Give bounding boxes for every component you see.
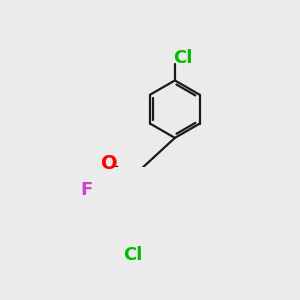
- Text: O: O: [101, 154, 118, 173]
- Text: Cl: Cl: [173, 49, 192, 67]
- Text: F: F: [81, 181, 93, 199]
- Text: Cl: Cl: [123, 246, 142, 264]
